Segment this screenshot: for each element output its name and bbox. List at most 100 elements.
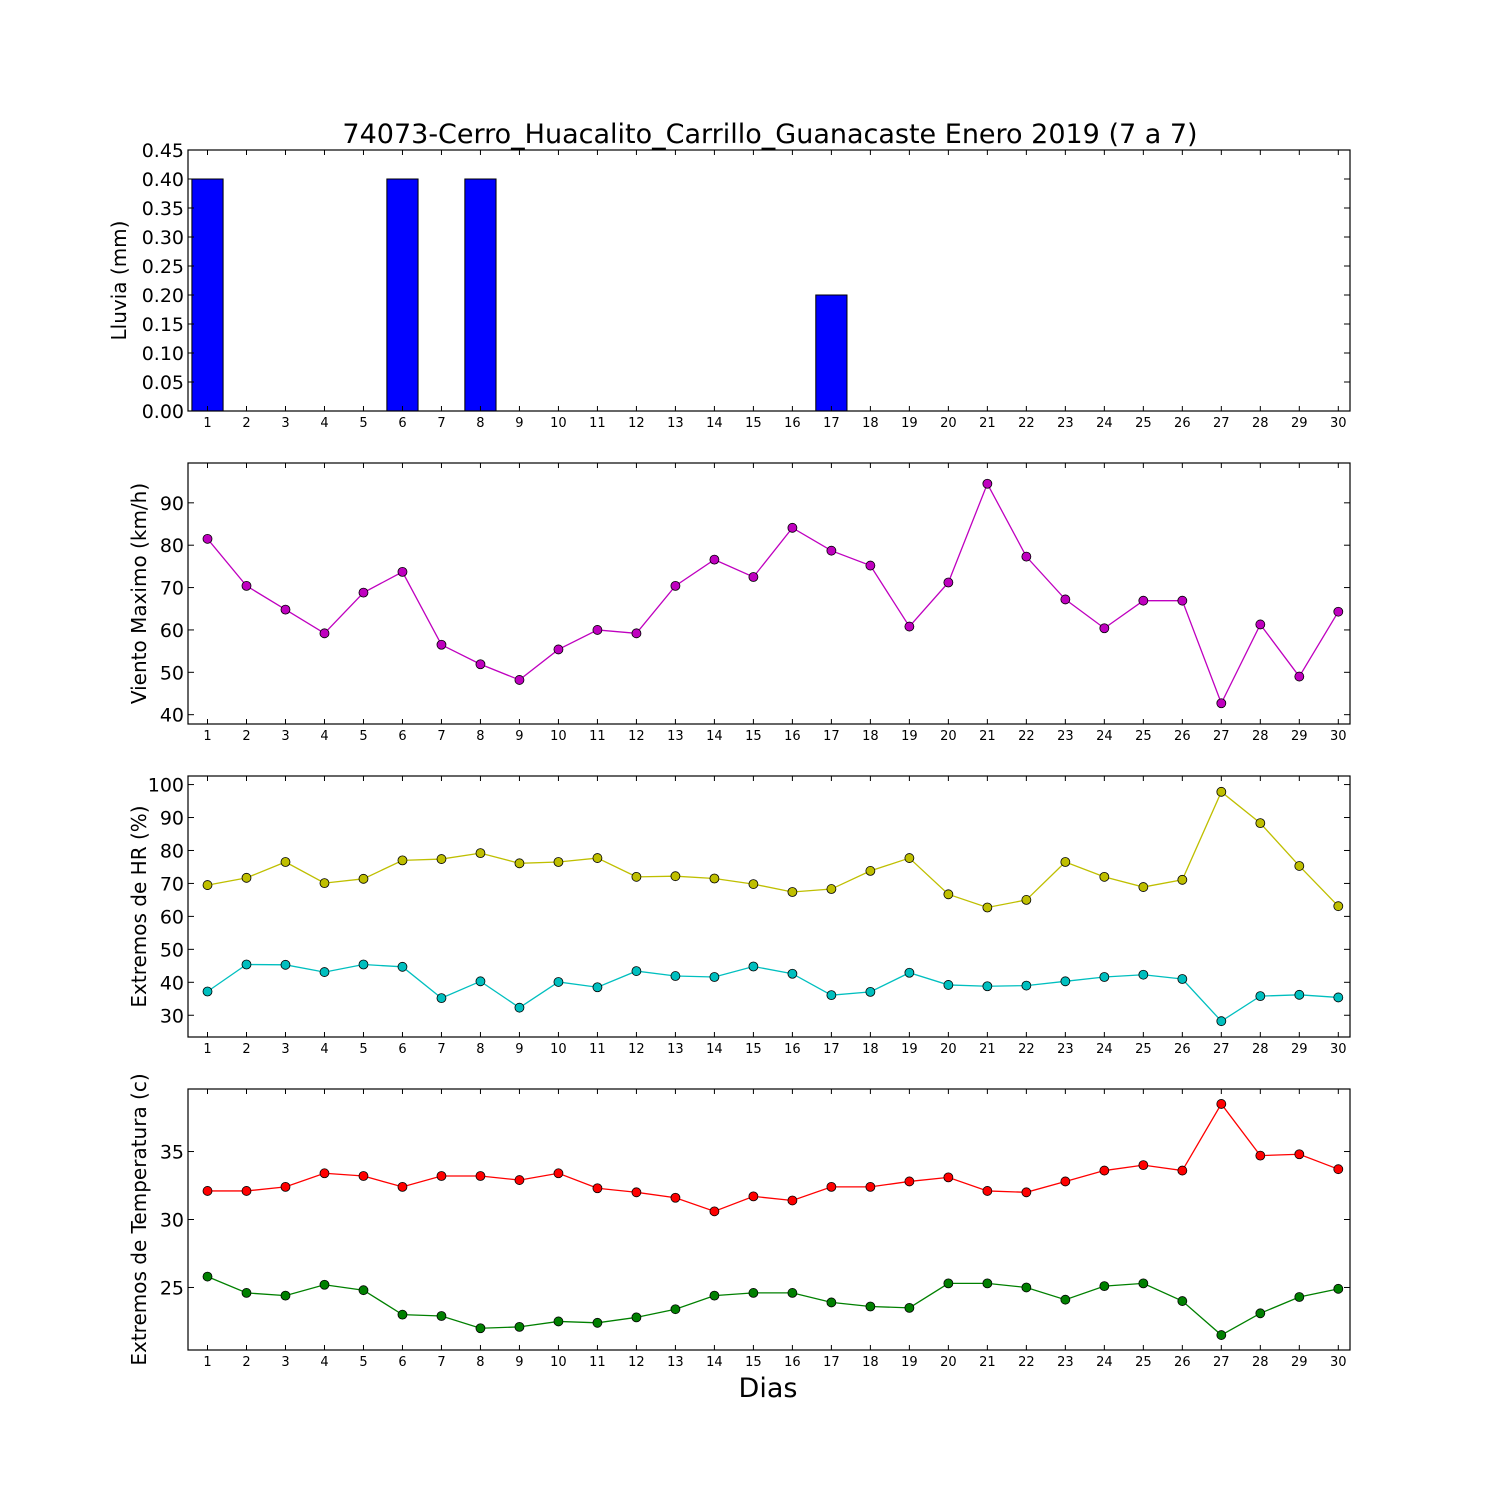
point-s2-day-24	[1099, 1281, 1110, 1292]
x-tick-label: 25	[1135, 1042, 1152, 1057]
x-tick-label: 21	[979, 416, 996, 431]
point-s2-day-14	[709, 1290, 720, 1301]
x-tick-label: 29	[1291, 729, 1308, 744]
point-s1-day-11	[592, 853, 603, 863]
point-s2-day-28	[1255, 991, 1266, 1002]
point-s1-day-10	[553, 857, 564, 867]
y-tick-label: 0.35	[142, 198, 184, 220]
x-tick-label: 14	[706, 729, 723, 744]
x-tick-label: 2	[242, 416, 250, 431]
panel-wind: 1 2 3 4 5 6 7 8 9 10 11 12 13 14 15 16 17 18 19 20 21 22 23 24 2…	[127, 462, 1351, 744]
x-tick-label: 30	[1330, 1042, 1347, 1057]
point-s1-day-16	[787, 887, 798, 897]
point-s2-day-13	[670, 971, 681, 981]
x-tick-label: 29	[1291, 1042, 1308, 1057]
x-tick-label: 9	[515, 1042, 523, 1057]
point-s2-day-7	[436, 993, 447, 1004]
point-s2-day-2	[241, 959, 252, 970]
y-tick-label: 70	[160, 873, 184, 895]
x-tick-label: 13	[667, 1042, 684, 1057]
point-s1-day-17	[826, 1181, 837, 1192]
x-tick-label: 20	[940, 416, 957, 431]
x-tick-label: 13	[667, 729, 684, 744]
x-tick-label: 17	[823, 1042, 840, 1057]
x-tick-label: 11	[589, 1042, 606, 1057]
point-s2-day-18	[865, 986, 876, 997]
x-tick-label: 11	[589, 416, 606, 431]
x-tick-label: 30	[1330, 416, 1347, 431]
point-s1-day-5	[358, 1171, 369, 1181]
y-tick-label: 80	[160, 535, 184, 557]
plot-frame	[187, 462, 1351, 725]
x-tick-label: 4	[320, 416, 328, 431]
x-tick-label: 29	[1291, 416, 1308, 431]
series-line-1	[206, 482, 1339, 705]
point-s1-day-27	[1216, 1099, 1227, 1109]
x-axis-label: Dias	[739, 1373, 798, 1404]
point-s2-day-5	[358, 959, 369, 970]
point-s2-day-29	[1294, 1292, 1305, 1302]
x-tick-label: 24	[1096, 416, 1113, 431]
point-s1-day-10	[553, 1168, 564, 1179]
x-tick-label: 18	[862, 1042, 879, 1057]
y-axis-label: Viento Maximo (km/h)	[127, 483, 151, 704]
y-tick-label: 0.30	[142, 227, 184, 249]
x-tick-label: 10	[550, 416, 567, 431]
point-s2-day-10	[553, 977, 564, 987]
point-s1-day-8	[475, 659, 486, 670]
x-tick-label: 9	[515, 1355, 523, 1370]
point-s2-day-29	[1294, 989, 1305, 1000]
x-tick-label: 26	[1174, 729, 1191, 744]
x-tick-label: 12	[628, 1042, 645, 1057]
point-s1-day-21	[982, 478, 993, 489]
point-s2-day-20	[943, 980, 954, 990]
x-tick-label: 10	[550, 1355, 567, 1370]
x-tick-label: 1	[203, 729, 211, 744]
x-tick-label: 1	[203, 1042, 211, 1057]
point-s1-day-2	[241, 872, 252, 883]
point-s1-day-3	[280, 1181, 291, 1192]
x-tick-label: 9	[515, 416, 523, 431]
point-s1-day-4	[319, 628, 330, 639]
y-tick-label: 80	[160, 840, 184, 862]
series-line-2	[207, 963, 1339, 1023]
point-s1-day-20	[943, 889, 954, 900]
point-s1-day-14	[709, 873, 720, 884]
point-s2-day-17	[826, 1297, 837, 1308]
y-tick-label: 30	[160, 1005, 184, 1027]
point-s1-day-12	[631, 628, 642, 639]
point-s2-day-22	[1021, 980, 1032, 991]
point-s2-day-26	[1177, 1296, 1188, 1306]
x-tick-label: 13	[667, 416, 684, 431]
point-s1-day-22	[1021, 551, 1032, 562]
point-s1-day-18	[865, 866, 876, 876]
point-s2-day-23	[1060, 1294, 1071, 1305]
point-s1-day-13	[670, 871, 681, 882]
x-tick-label: 3	[281, 1355, 289, 1370]
x-tick-label: 7	[437, 1355, 445, 1370]
point-s1-day-6	[397, 566, 408, 577]
point-s1-day-22	[1021, 1187, 1032, 1198]
x-tick-label: 5	[359, 416, 367, 431]
point-s1-day-17	[826, 884, 837, 894]
y-tick-label: 30	[160, 1210, 184, 1232]
point-s1-day-7	[436, 1171, 447, 1181]
x-tick-label: 5	[359, 729, 367, 744]
point-s2-day-1	[202, 1271, 213, 1282]
point-s1-day-8	[475, 1171, 486, 1181]
x-tick-label: 5	[359, 1042, 367, 1057]
point-s1-day-1	[202, 533, 213, 544]
point-s1-day-27	[1216, 786, 1227, 797]
point-s1-day-20	[943, 1172, 954, 1183]
point-s1-day-28	[1255, 818, 1266, 829]
plot-frame	[187, 149, 1351, 412]
x-tick-label: 30	[1330, 729, 1347, 744]
x-tick-label: 2	[242, 729, 250, 744]
point-s1-day-19	[904, 621, 915, 632]
point-s2-day-12	[631, 966, 642, 976]
x-tick-label: 3	[281, 1042, 289, 1057]
x-tick-label: 25	[1135, 729, 1152, 744]
x-tick-label: 7	[437, 729, 445, 744]
point-s2-day-11	[592, 982, 603, 993]
